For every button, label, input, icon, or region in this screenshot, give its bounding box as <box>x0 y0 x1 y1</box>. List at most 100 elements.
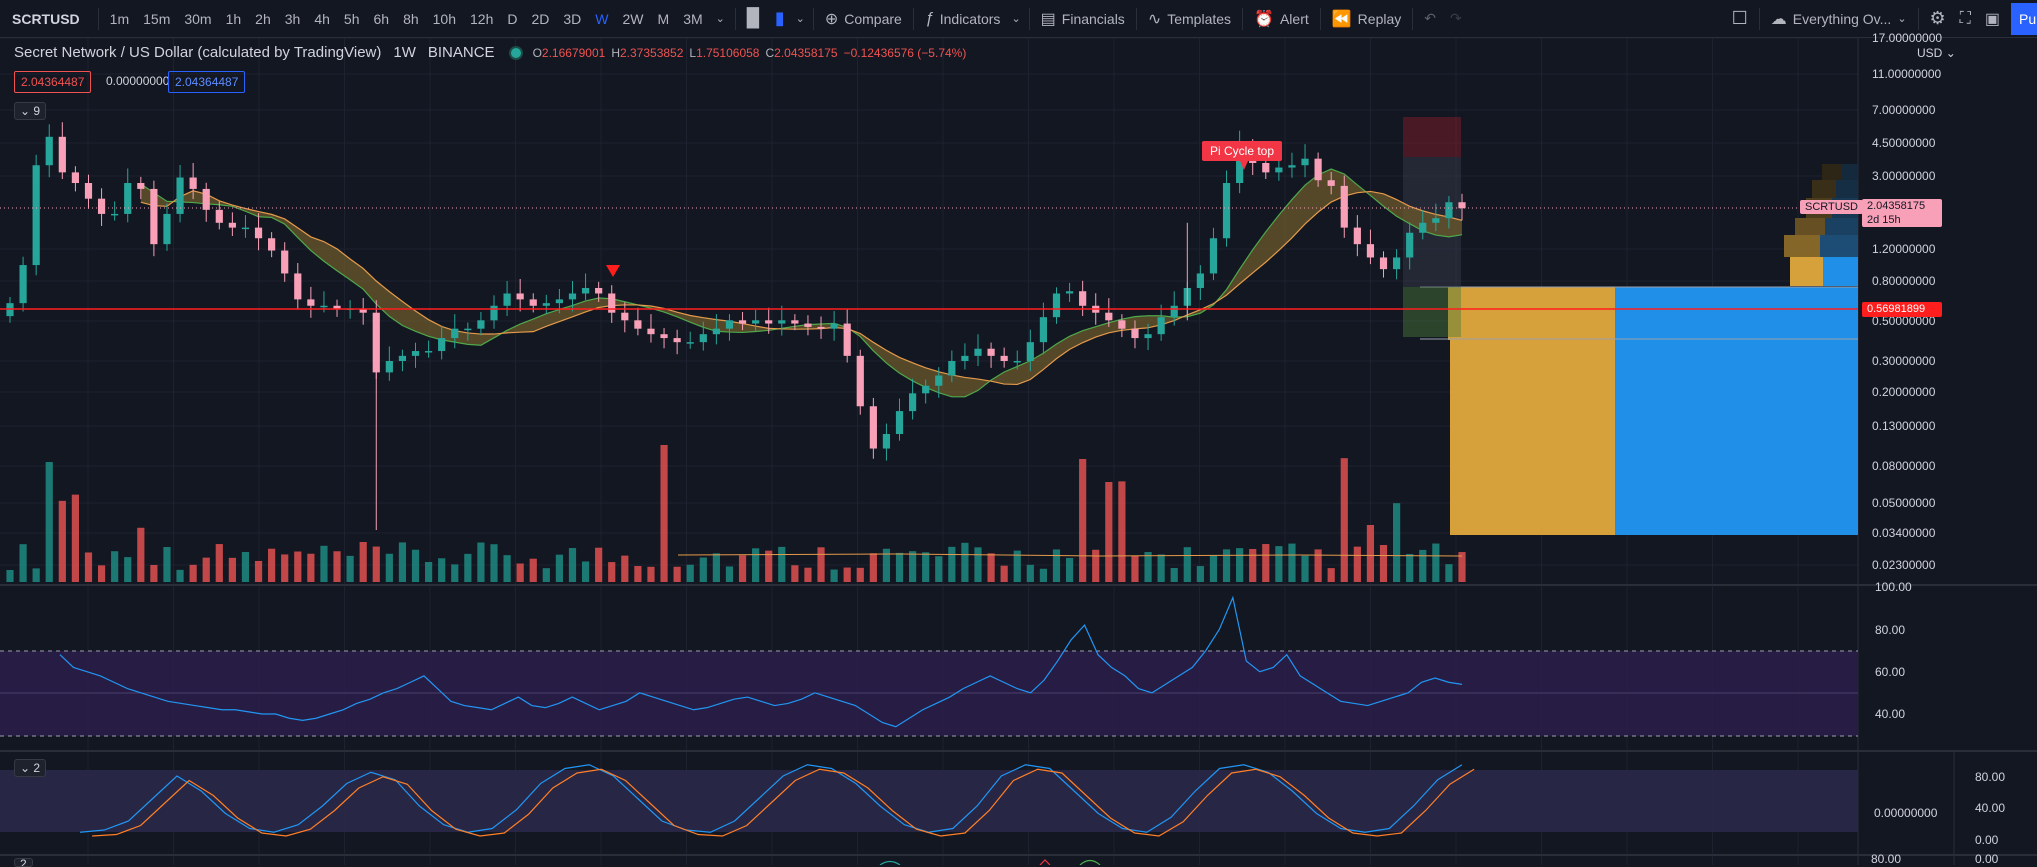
publish-button[interactable]: Pu <box>2011 3 2037 35</box>
bottom-collapse-button[interactable]: 2 <box>14 858 33 867</box>
undo-button[interactable]: ↶ <box>1424 10 1436 26</box>
compare-button[interactable]: ⊕ Compare <box>818 5 909 33</box>
bar-style-icon[interactable]: ▉ <box>746 8 761 28</box>
volume-bar <box>869 553 877 582</box>
redo-button[interactable]: ↷ <box>1450 10 1462 26</box>
interval-dropdown-icon[interactable]: ⌄ <box>715 13 725 25</box>
close-value: 2.04358175 <box>774 45 838 60</box>
candle-body <box>1052 293 1061 318</box>
candles-style-icon[interactable]: ▮ <box>774 8 785 28</box>
select-layout-icon[interactable]: ☐ <box>1731 8 1748 28</box>
interval-5h[interactable]: 5h <box>343 10 360 27</box>
volume-bar <box>202 557 210 582</box>
volume-bar <box>882 548 891 582</box>
volume-bar <box>71 494 80 582</box>
interval-2w[interactable]: 2W <box>622 10 644 27</box>
toolbar-divider <box>1242 7 1244 30</box>
bar-countdown: 2d 15h <box>1867 214 1901 226</box>
candle-body <box>202 188 210 210</box>
volume-bar <box>1026 564 1034 582</box>
indicators-collapse-button[interactable]: ⌄ 9 <box>14 102 47 120</box>
replay-button[interactable]: ⏪ Replay <box>1325 5 1409 33</box>
interval-1m[interactable]: 1m <box>109 10 130 27</box>
interval-3h[interactable]: 3h <box>284 10 301 27</box>
layout-name-label: Everything Ov... <box>1792 10 1892 27</box>
candle-body <box>516 293 524 300</box>
interval-4h[interactable]: 4h <box>314 10 330 27</box>
volume-bar <box>1262 544 1270 582</box>
settings-gear-icon[interactable]: ⚙ <box>1929 8 1946 28</box>
volume-bar <box>1000 565 1008 582</box>
interval-3d[interactable]: 3D <box>563 10 582 27</box>
market-status-icon[interactable] <box>510 47 521 58</box>
candle-body <box>1196 273 1204 288</box>
interval-d[interactable]: D <box>507 10 518 27</box>
candle-body <box>71 172 80 184</box>
volume-bar <box>424 562 433 582</box>
rsi-tick-label: 40.00 <box>1875 707 1906 721</box>
chart-canvas[interactable] <box>0 38 2037 865</box>
volume-bar <box>503 555 511 582</box>
templates-label: Templates <box>1167 10 1232 27</box>
volume-bar <box>817 547 825 582</box>
volume-bar <box>333 551 341 582</box>
toolbar-divider <box>912 7 914 30</box>
interval-15m[interactable]: 15m <box>143 10 171 27</box>
interval-w[interactable]: W <box>595 10 609 27</box>
volume-bar <box>215 544 223 582</box>
candle-body <box>137 183 145 189</box>
volume-bar <box>830 569 838 582</box>
candle-body <box>1105 312 1113 321</box>
templates-button[interactable]: ∿ Templates <box>1141 5 1238 33</box>
symbol-description[interactable]: Secret Network / US Dollar (calculated b… <box>14 44 382 61</box>
stoch-collapse-button[interactable]: ⌄ 2 <box>14 759 47 777</box>
open-value: 2.16679001 <box>541 45 606 60</box>
financials-label: Financials <box>1061 10 1125 27</box>
interval-8h[interactable]: 8h <box>403 10 419 27</box>
interval-1h[interactable]: 1h <box>225 10 242 27</box>
indicators-dropdown-icon[interactable]: ⌄ <box>1011 13 1021 25</box>
indicators-button[interactable]: ƒ Indicators <box>918 5 1008 33</box>
stoch-tick-label: 80.00 <box>1975 770 2006 784</box>
fullscreen-icon[interactable]: ⛶ <box>1959 9 1971 27</box>
candle-body <box>673 338 681 343</box>
rsi-tick-label: 100.00 <box>1875 580 1912 594</box>
volume-bar <box>124 557 132 582</box>
pi-cycle-top-label[interactable]: Pi Cycle top <box>1202 141 1283 161</box>
camera-icon[interactable]: ▣ <box>1984 10 2000 28</box>
layout-name-button[interactable]: ☁ Everything Ov... ⌄ <box>1764 5 1914 33</box>
volume-bar <box>398 542 407 582</box>
volume-bar <box>1419 549 1427 582</box>
candle-body <box>1353 227 1361 245</box>
candle-body <box>150 188 158 245</box>
volume-bar <box>1288 543 1296 582</box>
interval-2h[interactable]: 2h <box>255 10 271 27</box>
symbol-search-button[interactable]: SCRTUSD <box>12 10 80 27</box>
chart-style-dropdown-icon[interactable]: ⌄ <box>795 13 805 25</box>
interval-m[interactable]: M <box>657 10 670 27</box>
alert-button[interactable]: ⏰ Alert <box>1247 5 1316 33</box>
low-key: L <box>689 45 697 60</box>
volume-bar <box>686 564 694 582</box>
candle-body <box>1065 291 1074 294</box>
currency-selector[interactable]: USD ⌄ <box>1912 46 1961 60</box>
interval-3m[interactable]: 3M <box>683 10 703 27</box>
price-tick-label: 0.05000000 <box>1872 496 1936 510</box>
financials-button[interactable]: ▤ Financials <box>1034 5 1132 33</box>
financials-chart-icon: ▤ <box>1040 10 1056 28</box>
volume-bar <box>1092 549 1100 582</box>
candle-body <box>477 320 485 329</box>
interval-2d[interactable]: 2D <box>531 10 550 27</box>
price-tick-label: 7.00000000 <box>1872 103 1936 117</box>
volume-bar <box>385 553 393 582</box>
volume-bar <box>1170 567 1178 582</box>
interval-10h[interactable]: 10h <box>432 10 456 27</box>
volume-bar <box>477 542 485 582</box>
interval-12h[interactable]: 12h <box>470 10 494 27</box>
interval-6h[interactable]: 6h <box>373 10 390 27</box>
interval-30m[interactable]: 30m <box>184 10 212 27</box>
indicator-value-2: 0.00000000 <box>106 74 170 88</box>
volume-bar <box>1196 566 1204 582</box>
candle-body <box>974 348 982 356</box>
volume-bar <box>778 546 786 582</box>
